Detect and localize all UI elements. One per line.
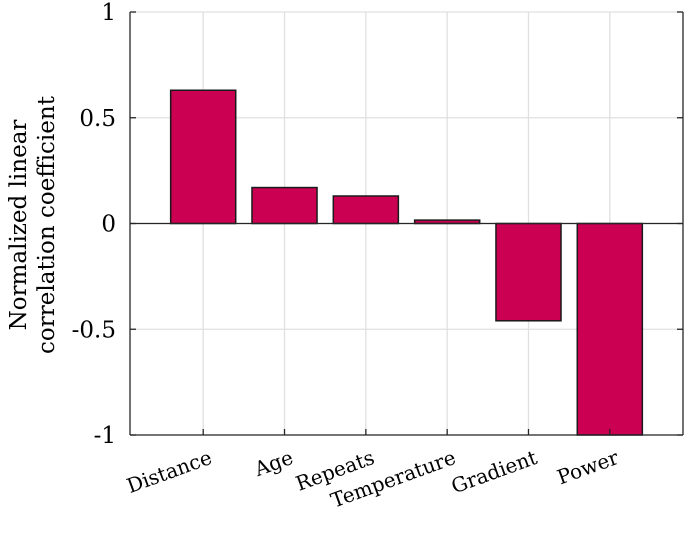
bar-repeats <box>332 195 400 225</box>
y-tick-label: 0 <box>101 212 116 238</box>
bar-gradient <box>495 222 562 322</box>
x-tick-label-power: Power <box>554 445 622 489</box>
y-tick-label: 0.5 <box>79 106 116 132</box>
axes <box>129 11 684 436</box>
y-tick-label: -1 <box>94 423 116 449</box>
bars <box>169 89 644 436</box>
y-tick-labels: -1 -0.5 0 0.5 1 <box>72 0 116 449</box>
bar-power <box>576 222 644 436</box>
bar-age <box>251 186 318 225</box>
y-axis-label-line1: Normalized linear <box>6 120 32 331</box>
y-axis-label-line2: correlation coefficient <box>34 95 60 354</box>
x-tick-label-gradient: Gradient <box>448 445 540 498</box>
y-tick-label: -0.5 <box>72 317 116 343</box>
bar-distance <box>169 89 237 225</box>
x-tick-label-age: Age <box>250 445 296 481</box>
x-tick-label-distance: Distance <box>123 445 214 498</box>
y-tick-label: 1 <box>101 0 116 26</box>
